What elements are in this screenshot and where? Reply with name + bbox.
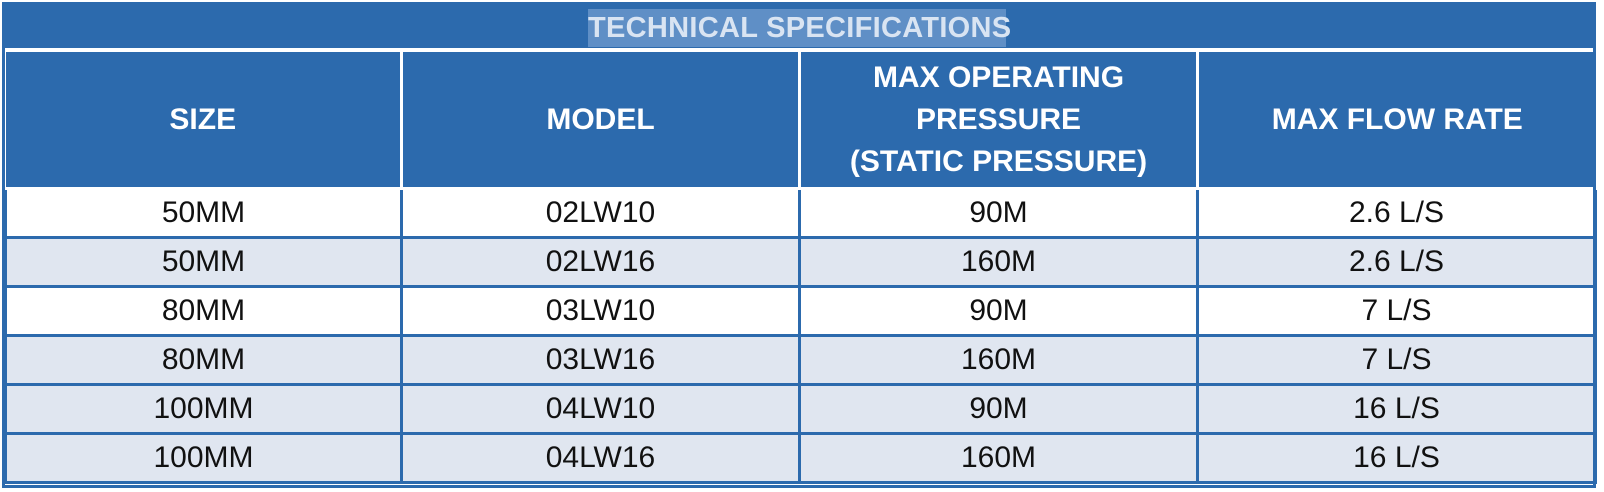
cell-flow-rate: 16 L/S (1196, 433, 1597, 484)
cell-pressure: 90M (798, 188, 1199, 239)
table-row: 80MM 03LW16 160M 7 L/S (4, 335, 1597, 386)
column-header-size: SIZE (5, 52, 403, 190)
cell-flow-rate: 7 L/S (1196, 286, 1597, 337)
cell-flow-rate: 2.6 L/S (1196, 188, 1597, 239)
table-title: TECHNICAL SPECIFICATIONS (588, 12, 1012, 44)
cell-size: 80MM (4, 335, 403, 386)
table-row: 50MM 02LW10 90M 2.6 L/S (4, 188, 1597, 239)
cell-pressure: 160M (798, 433, 1199, 484)
header-row: SIZE MODEL MAX OPERATING PRESSURE (STATI… (5, 52, 1596, 190)
cell-model: 04LW16 (400, 433, 801, 484)
table-row: 50MM 02LW16 160M 2.6 L/S (4, 237, 1597, 288)
cell-pressure: 160M (798, 335, 1199, 386)
cell-size: 100MM (4, 433, 403, 484)
cell-size: 80MM (4, 286, 403, 337)
header-line: MAX FLOW RATE (1271, 102, 1523, 136)
column-header-max-flow-rate: MAX FLOW RATE (1196, 52, 1596, 190)
cell-model: 04LW10 (400, 384, 801, 435)
header-line: (STATIC PRESSURE) (849, 144, 1148, 178)
table-row: 100MM 04LW16 160M 16 L/S (4, 433, 1597, 484)
cell-pressure: 90M (798, 286, 1199, 337)
title-divider (4, 48, 1594, 50)
cell-size: 50MM (4, 188, 403, 239)
column-header-model: MODEL (400, 52, 801, 190)
table-row: 80MM 03LW10 90M 7 L/S (4, 286, 1597, 337)
header-line: MODEL (546, 102, 655, 136)
specifications-table: SIZE MODEL MAX OPERATING PRESSURE (STATI… (4, 52, 1597, 484)
cell-size: 50MM (4, 237, 403, 288)
header-line: MAX OPERATING (872, 60, 1125, 94)
cell-flow-rate: 7 L/S (1196, 335, 1597, 386)
cell-flow-rate: 2.6 L/S (1196, 237, 1597, 288)
cell-model: 03LW16 (400, 335, 801, 386)
cell-model: 02LW16 (400, 237, 801, 288)
table-row: 100MM 04LW10 90M 16 L/S (4, 384, 1597, 435)
header-line: PRESSURE (915, 102, 1082, 136)
column-header-max-operating-pressure: MAX OPERATING PRESSURE (STATIC PRESSURE) (798, 52, 1199, 190)
cell-pressure: 160M (798, 237, 1199, 288)
cell-model: 03LW10 (400, 286, 801, 337)
cell-flow-rate: 16 L/S (1196, 384, 1597, 435)
cell-pressure: 90M (798, 384, 1199, 435)
cell-size: 100MM (4, 384, 403, 435)
title-highlight (588, 9, 1006, 47)
header-line: SIZE (169, 102, 237, 136)
cell-model: 02LW10 (400, 188, 801, 239)
